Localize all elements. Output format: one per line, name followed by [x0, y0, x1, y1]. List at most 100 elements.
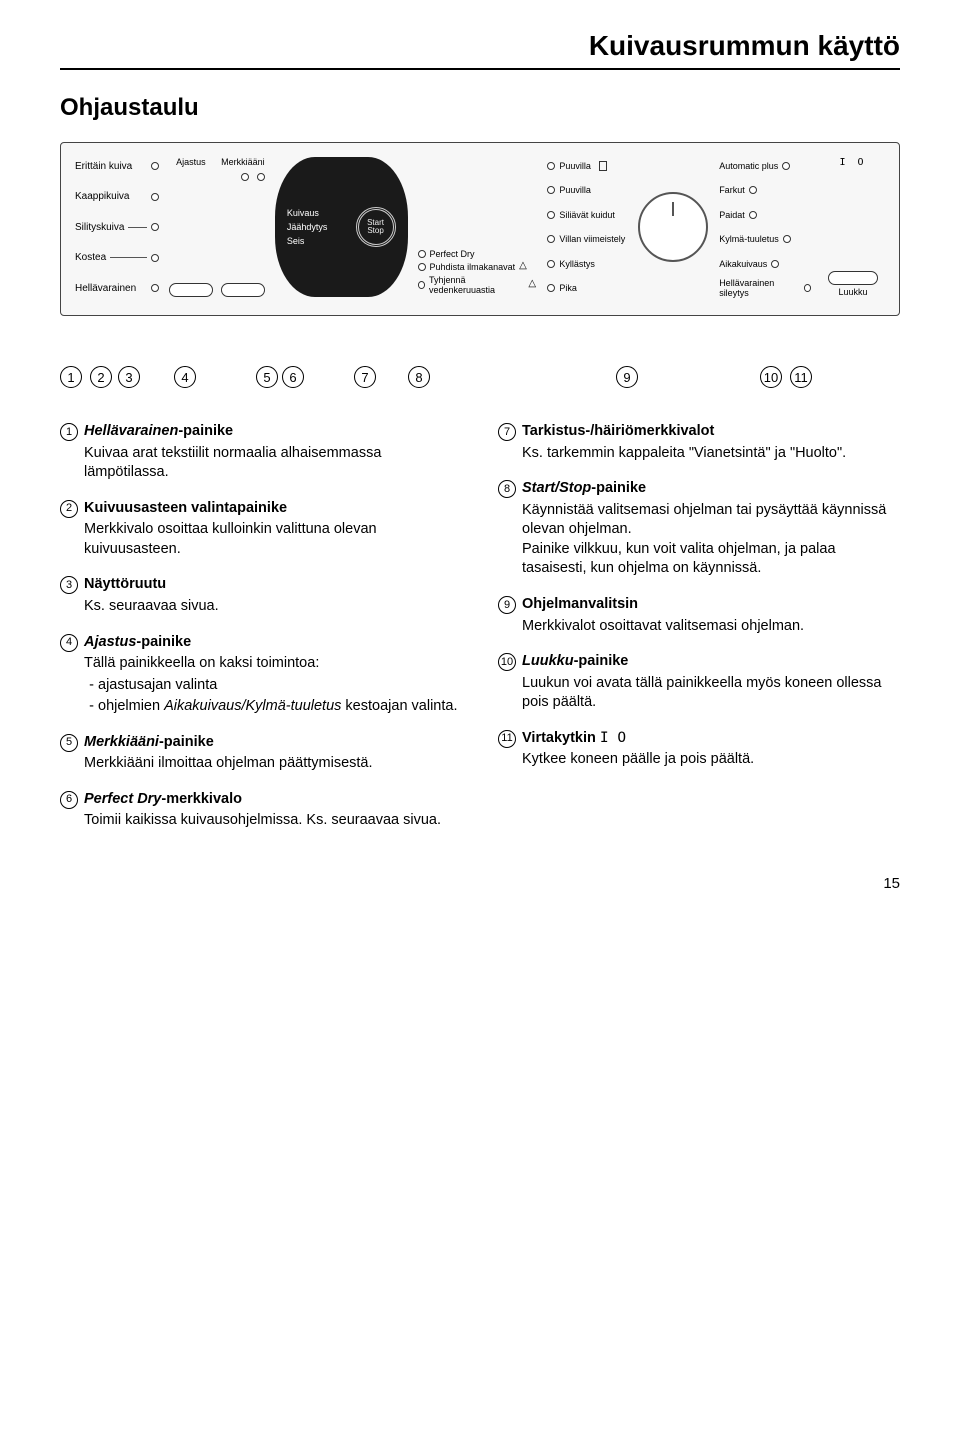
item-heading: Virtakytkin: [522, 730, 600, 746]
item-3: 3 Näyttöruutu Ks. seuraavaa sivua.: [60, 575, 462, 616]
led-icon: [804, 284, 812, 292]
display-box: Kuivaus Jäähdytys Seis Start Stop: [275, 157, 408, 297]
display-label: Seis: [287, 236, 328, 246]
led-icon: [257, 173, 265, 181]
prog-label: Aikakuivaus: [719, 259, 767, 269]
prog-label: Kyllästys: [559, 259, 595, 269]
item-heading: Perfect Dry: [84, 791, 161, 807]
luukku-column: I O Luukku: [821, 157, 885, 297]
led-icon: [151, 254, 159, 262]
item-body: Tällä painikkeella on kaksi toimintoa:: [84, 654, 462, 674]
door-icon: [599, 161, 607, 171]
item-number: 4: [60, 634, 78, 652]
prog-label: Farkut: [719, 185, 745, 195]
start-stop-button[interactable]: Start Stop: [356, 207, 396, 247]
callout-circle: 5: [256, 366, 278, 388]
power-symbol-inline: I O: [600, 730, 626, 746]
left-column: 1 Hellävarainen-painike Kuivaa arat teks…: [60, 422, 462, 847]
led-icon: [151, 223, 159, 231]
led-icon: [151, 193, 159, 201]
item-heading: Merkkiääni: [84, 734, 159, 750]
prog-label: Puuvilla: [559, 185, 591, 195]
dry-level-label: Kostea: [75, 252, 106, 263]
led-icon: [547, 235, 555, 243]
item-number: 9: [498, 596, 516, 614]
callout-circle: 1: [60, 366, 82, 388]
item-body: Merkkivalo osoittaa kulloinkin valittuna…: [84, 520, 462, 559]
prog-label: Puuvilla: [559, 161, 591, 171]
programme-dial[interactable]: [638, 192, 708, 262]
item-number: 5: [60, 734, 78, 752]
page-subtitle: Ohjaustaulu: [60, 94, 900, 122]
luukku-label: Luukku: [839, 287, 868, 297]
item-number: 1: [60, 423, 78, 441]
item-number: 7: [498, 423, 516, 441]
ajastus-button[interactable]: [221, 283, 265, 297]
led-icon: [418, 250, 426, 258]
warning-icon: [528, 280, 537, 290]
item-body: Ks. seuraavaa sivua.: [84, 597, 462, 617]
item-2: 2 Kuivuusasteen valintapainike Merkkival…: [60, 499, 462, 560]
display-label: Jäähdytys: [287, 222, 328, 232]
item-heading: Näyttöruutu: [84, 575, 166, 595]
check-label: Tyhjennä vedenkeruuastia: [429, 275, 524, 295]
item-number: 8: [498, 480, 516, 498]
callout-numbers: 1234567891011: [60, 366, 900, 392]
prog-label: Automatic plus: [719, 161, 778, 171]
item-number: 3: [60, 576, 78, 594]
page-title: Kuivausrummun käyttö: [60, 30, 900, 62]
item-8: 8 Start/Stop-painike Käynnistää valitsem…: [498, 479, 900, 579]
item-body: Toimii kaikissa kuivausohjelmissa. Ks. s…: [84, 811, 462, 831]
prog-label: Pika: [559, 283, 577, 293]
hellavarainen-button[interactable]: [169, 283, 213, 297]
dry-level-label: Silityskuiva: [75, 222, 124, 233]
callout-circle: 4: [174, 366, 196, 388]
callout-circle: 11: [790, 366, 812, 388]
prog-label: Kylmä-tuuletus: [719, 234, 779, 244]
right-column: 7 Tarkistus-/häiriömerkkivalot Ks. tarke…: [498, 422, 900, 847]
programmes-left: Puuvilla Puuvilla Siliävät kuidut Villan…: [547, 157, 627, 297]
item-1: 1 Hellävarainen-painike Kuivaa arat teks…: [60, 422, 462, 483]
checks-column: Perfect Dry Puhdista ilmakanavat Tyhjenn…: [418, 157, 538, 297]
callout-circle: 7: [354, 366, 376, 388]
item-7: 7 Tarkistus-/häiriömerkkivalot Ks. tarke…: [498, 422, 900, 463]
prog-label: Villan viimeistely: [559, 234, 625, 244]
title-rule: [60, 68, 900, 70]
led-icon: [547, 284, 555, 292]
item-body: Ks. tarkemmin kappaleita "Vianetsintä" j…: [522, 444, 900, 464]
item-heading: Ajastus: [84, 634, 136, 650]
prog-label: Hellävarainen sileytys: [719, 278, 799, 298]
prog-label: Paidat: [719, 210, 745, 220]
check-label: Puhdista ilmakanavat: [430, 262, 516, 272]
item-number: 6: [60, 791, 78, 809]
warning-icon: [519, 262, 529, 272]
item-number: 11: [498, 730, 516, 748]
luukku-button[interactable]: [828, 271, 878, 285]
item-body: Merkkiääni ilmoittaa ohjelman päättymise…: [84, 754, 462, 774]
item-heading: Start/Stop: [522, 480, 591, 496]
led-icon: [749, 211, 757, 219]
buttons-column: Ajastus Merkkiääni: [169, 157, 265, 297]
callout-circle: 6: [282, 366, 304, 388]
led-icon: [749, 186, 757, 194]
led-icon: [771, 260, 779, 268]
callout-circle: 10: [760, 366, 782, 388]
item-6: 6 Perfect Dry-merkkivalo Toimii kaikissa…: [60, 790, 462, 831]
led-icon: [151, 162, 159, 170]
item-heading-suffix: -painike: [591, 480, 646, 496]
item-body: Merkkivalot osoittavat valitsemasi ohjel…: [522, 617, 900, 637]
item-body: Kytkee koneen päälle ja pois päältä.: [522, 750, 900, 770]
item-heading: Tarkistus-/häiriömerkkivalot: [522, 422, 714, 442]
item-number: 10: [498, 653, 516, 671]
item-number: 2: [60, 500, 78, 518]
dryness-column: Erittäin kuiva Kaappikuiva Silityskuiva …: [75, 157, 159, 297]
prog-label: Siliävät kuidut: [559, 210, 615, 220]
programmes-right: Automatic plus Farkut Paidat Kylmä-tuule…: [719, 157, 811, 297]
led-icon: [547, 211, 555, 219]
dry-level-label: Kaappikuiva: [75, 191, 129, 202]
item-4: 4 Ajastus-painike Tällä painikkeella on …: [60, 633, 462, 717]
item-body: Käynnistää valitsemasi ohjelman tai pysä…: [522, 501, 900, 579]
item-heading-suffix: -painike: [574, 653, 629, 669]
item-heading-suffix: -painike: [159, 734, 214, 750]
dry-level-label: Hellävarainen: [75, 283, 136, 294]
